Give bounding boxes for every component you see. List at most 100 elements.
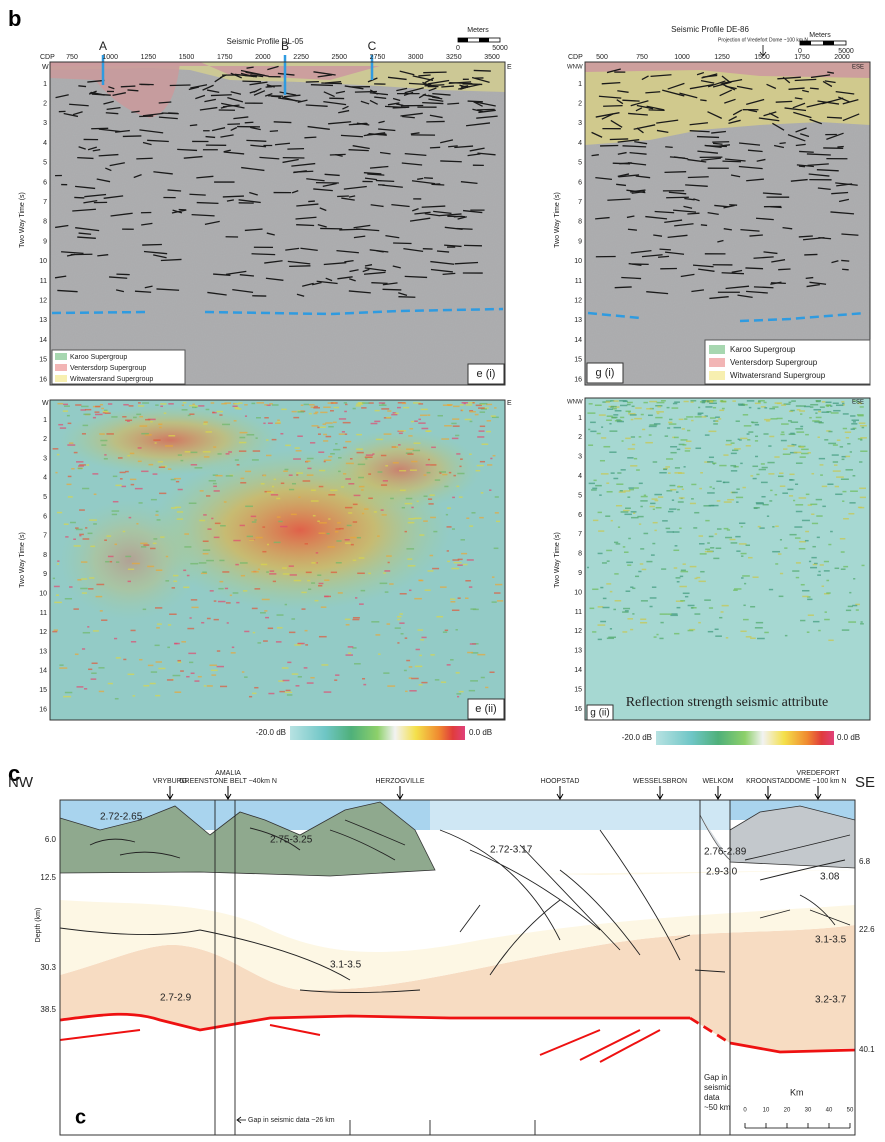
speckle [737,403,744,405]
speckle [601,437,607,439]
reflection [392,265,401,269]
reflection [87,146,97,151]
speckle [730,542,738,544]
reflection [296,203,319,207]
speckle [266,454,272,457]
speckle [671,407,679,409]
speckle [344,539,350,541]
speckle [297,642,305,645]
speckle [79,533,84,536]
reflection [285,247,300,251]
speckle [839,446,844,448]
speckle [346,524,352,527]
legend-swatch [55,364,67,371]
speckle [374,409,380,412]
reflection [207,291,227,296]
speckle [122,416,127,418]
reflection [430,268,453,273]
speckle [392,462,399,464]
speckle [605,401,610,403]
speckle [420,408,428,411]
speckle [834,567,840,570]
reflection [265,277,284,281]
speckle [694,511,700,514]
speckle [438,471,447,473]
speckle [130,641,137,643]
reflection [837,96,850,103]
speckle [224,587,229,590]
speckle [357,572,365,575]
speckle [652,461,658,463]
speckle [99,433,105,435]
reflection [156,288,180,291]
speckle [405,497,413,500]
speckle [715,416,720,418]
speckle [595,484,602,487]
reflection [264,92,273,97]
speckle [239,562,248,564]
reflection [75,185,96,190]
speckle [486,420,492,422]
speckle [410,420,415,423]
speckle [680,439,688,441]
panel-tag: g (ii) [590,708,609,719]
speckle [849,451,852,453]
speckle [265,439,269,441]
greenstone [59,801,436,877]
reflection [196,201,219,205]
reflection [809,87,819,90]
speckle [665,466,671,468]
reflection [83,200,98,204]
speckle [699,487,702,490]
speckle [340,486,345,488]
speckle [631,405,635,408]
reflection [595,176,613,181]
reflection [460,181,478,185]
speckle [775,563,779,565]
reflection [282,158,299,164]
speckle [186,675,190,678]
reflection [424,77,435,84]
speckle [680,569,686,572]
speckle [106,535,112,537]
speckle [451,567,460,570]
speckle [610,400,615,402]
speckle [398,432,403,435]
speckle [336,540,342,542]
speckle [681,428,685,430]
speckle [680,600,686,602]
end-label: E [507,64,512,71]
speckle [437,414,443,417]
speckle [305,460,311,462]
speckle [312,514,316,517]
reflection [755,217,774,221]
reflection [835,90,855,95]
reflection [664,171,687,173]
speckle [718,418,722,420]
speckle [147,418,156,421]
speckle [764,407,768,409]
speckle [382,480,388,482]
speckle [757,637,765,640]
speckle [160,405,163,408]
speckle [93,493,97,496]
reflection [287,147,305,150]
speckle [427,498,433,500]
speckle [609,628,613,630]
speckle [700,472,703,474]
speckle [404,502,413,505]
scale-label: 40 [826,1108,833,1114]
speckle [152,542,157,545]
speckle [150,421,153,423]
speckle [83,413,91,416]
speckle [172,674,181,677]
speckle [818,570,821,573]
speckle [813,408,821,411]
speckle [768,445,772,447]
speckle [52,630,58,633]
reflection [454,261,479,265]
speckle [125,419,133,422]
reflection [189,124,198,127]
speckle [157,623,162,625]
speckle [729,538,736,541]
